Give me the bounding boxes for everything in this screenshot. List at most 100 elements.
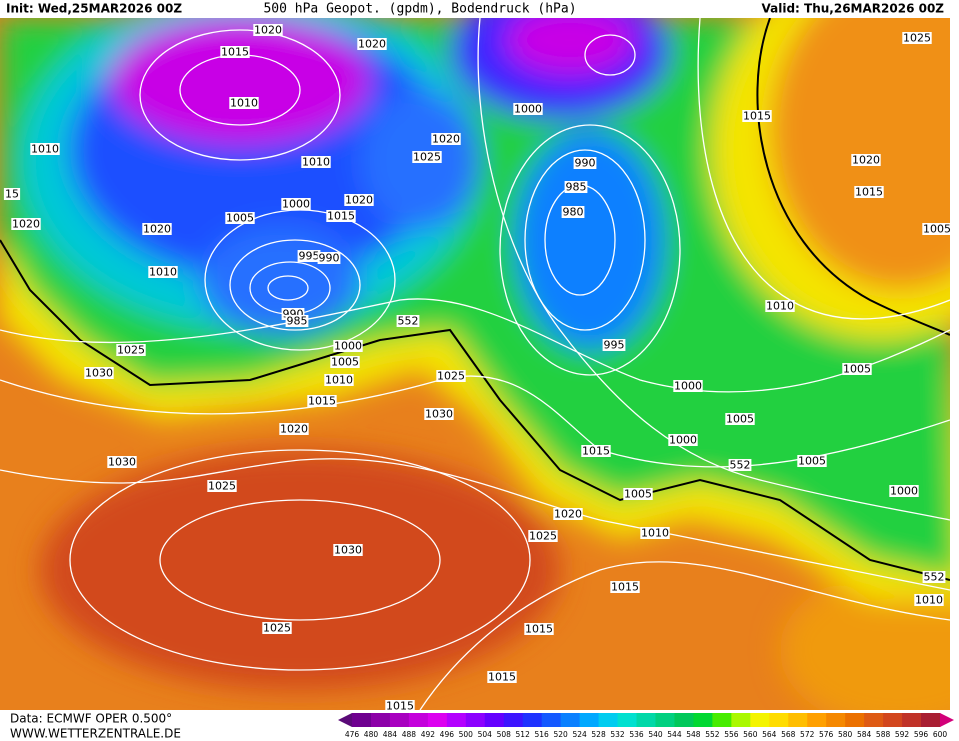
isobar-label-box [765, 300, 795, 312]
isobar-label: 1020 [254, 24, 282, 37]
isobar-label: 1010 [325, 374, 353, 387]
isobar-labels: 1015 1020 1020 1010 1010 15 1020 1020 1005 1000 10… [3, 24, 952, 713]
isobar-label: 1015 [386, 700, 414, 713]
colorbar-label: 580 [838, 730, 853, 739]
isobar-label-box [573, 157, 597, 169]
isobar-label: 995 [299, 250, 320, 263]
valid-time: Valid: Thu,26MAR2026 00Z [762, 2, 945, 16]
isobar-label-box [333, 544, 363, 556]
isobar-label: 1020 [12, 218, 40, 231]
init-time: Init: Wed,25MAR2026 00Z [6, 2, 182, 16]
isobar-label: 1030 [425, 408, 453, 421]
isobar-label: 1020 [554, 508, 582, 521]
isobar-label: 1000 [674, 380, 702, 393]
isobar-label: 552 [730, 459, 751, 472]
colorbar-swatch [541, 713, 562, 727]
isobar-label: 1010 [915, 594, 943, 607]
isobar-label: 1025 [117, 344, 145, 357]
isobar-label: 1015 [525, 623, 553, 636]
colorbar-label: 476 [345, 730, 360, 739]
isobar-label-box [436, 370, 466, 382]
isobar-label-box [914, 594, 944, 606]
isobar-label: 1015 [743, 110, 771, 123]
colorbar-swatch [465, 713, 486, 727]
isobar-label-box [513, 103, 543, 115]
colorbar-label: 480 [364, 730, 379, 739]
isobar-label-box [668, 434, 698, 446]
map-title: 500 hPa Geopot. (gpdm), Bodendruck (hPa) [263, 2, 576, 17]
isobar-label: 1020 [280, 423, 308, 436]
isobar-label-box [610, 581, 640, 593]
isobar-label-box [220, 46, 250, 58]
isobar-label-box [581, 445, 611, 457]
colorbar-swatch [389, 713, 410, 727]
colorbar-swatch [788, 713, 808, 727]
isobar-label: 1005 [331, 356, 359, 369]
isobar-label-box [842, 363, 872, 375]
isobar-label-box [344, 194, 374, 206]
isobar-label-box [851, 154, 881, 166]
colorbar-label: 556 [724, 730, 739, 739]
isobar-label-box [301, 156, 331, 168]
isobar-label-box [30, 143, 60, 155]
colorbar-swatch [560, 713, 581, 727]
isobar-label-box [3, 188, 21, 200]
isobar-label: 1010 [766, 300, 794, 313]
colorbar-label: 572 [800, 730, 815, 739]
isobar-label-box [229, 97, 259, 109]
isobar-label-box [524, 623, 554, 635]
colorbar-swatch [427, 713, 448, 727]
colorbar-low-end [338, 713, 352, 727]
isobar-label: 1025 [413, 151, 441, 164]
colorbar-label: 512 [516, 730, 531, 739]
isobar-label-box [84, 367, 114, 379]
isobar-label-box [357, 38, 387, 50]
isobar-label-box [279, 423, 309, 435]
data-source: Data: ECMWF OPER 0.500° [10, 712, 172, 726]
isobar-label: 1015 [308, 395, 336, 408]
colorbar-swatch [370, 713, 391, 727]
isobar-label-box [281, 198, 311, 210]
isobar-label: 1015 [221, 46, 249, 59]
colorbar-label: 564 [762, 730, 777, 739]
colorbar-label: 536 [629, 730, 644, 739]
isobar-label: 980 [563, 206, 584, 219]
colorbar-label: 524 [572, 730, 587, 739]
isobar-label: 1015 [327, 210, 355, 223]
isobar-label-box [797, 455, 827, 467]
isobar-label-box [285, 315, 309, 327]
colorbar-swatch [864, 713, 884, 727]
isobar-label-box [11, 218, 41, 230]
colorbar-label: 516 [535, 730, 550, 739]
colorbar-swatch [446, 713, 467, 727]
colorbar-label: 568 [781, 730, 796, 739]
isobar-label-box [333, 340, 363, 352]
isobar-label: 1020 [345, 194, 373, 207]
isobar-label: 1000 [514, 103, 542, 116]
colorbar-label: 552 [705, 730, 720, 739]
isobar-label-box [317, 252, 341, 264]
isobar-label-box [623, 488, 653, 500]
isobar-label: 1000 [334, 340, 362, 353]
colorbar-label: 484 [383, 730, 398, 739]
isobar-label: 1030 [334, 544, 362, 557]
isobar-label: 552 [398, 315, 419, 328]
isobar-label: 1000 [282, 198, 310, 211]
isobar-label-box [207, 480, 237, 492]
isobar-label: 1010 [641, 527, 669, 540]
isobar-label: 1005 [726, 413, 754, 426]
isobar-label: 995 [604, 339, 625, 352]
colorbar-label: 520 [553, 730, 568, 739]
isobar-label-box [396, 315, 420, 327]
isobar-label-box [528, 530, 558, 542]
isobar-label: 1000 [890, 485, 918, 498]
isobar-label: 1010 [31, 143, 59, 156]
isobar-label-box [431, 133, 461, 145]
isobar-label-box [602, 339, 626, 351]
isobar-label-box [385, 700, 415, 712]
isobar-label-box [922, 571, 946, 583]
colorbar-label: 592 [895, 730, 910, 739]
isobar-label-box [673, 380, 703, 392]
isobar-label: 1015 [488, 671, 516, 684]
